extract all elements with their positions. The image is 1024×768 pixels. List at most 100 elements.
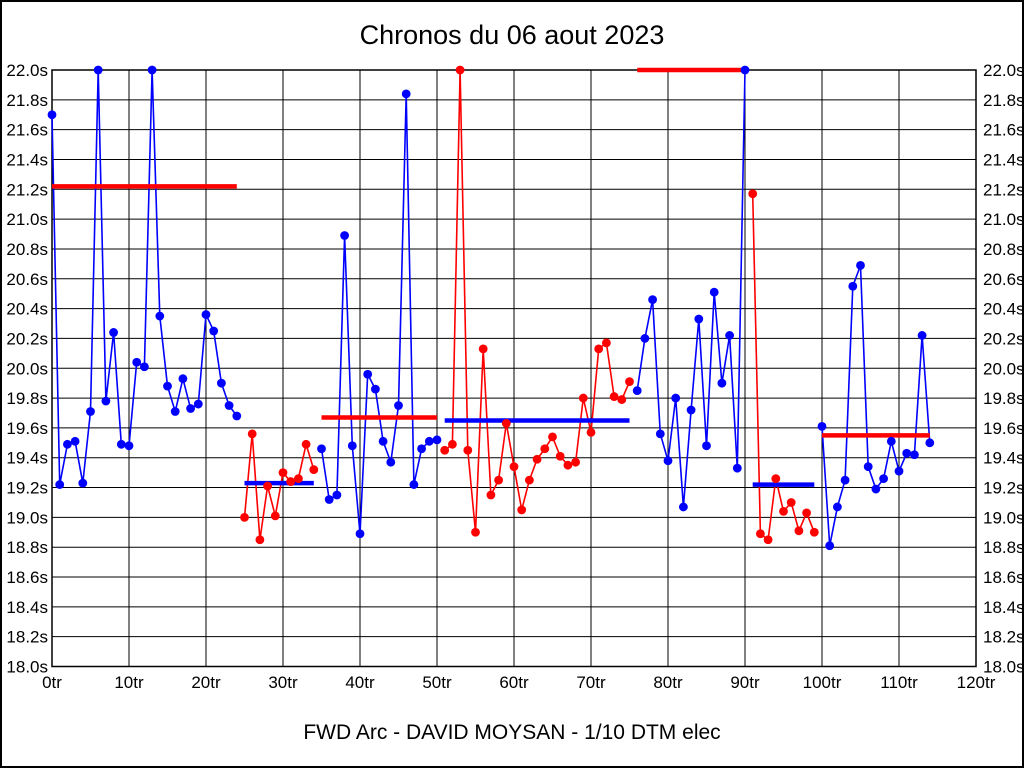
run-3-lap-marker bbox=[371, 384, 380, 394]
y-tick-label-right: 21.4s bbox=[983, 150, 1024, 169]
run-7-lap-marker bbox=[817, 422, 827, 431]
run-7-lap-marker bbox=[863, 462, 873, 472]
run-3-lap-marker bbox=[347, 441, 357, 451]
run-1-lap-marker bbox=[140, 362, 149, 372]
run-1-lap-marker bbox=[178, 374, 188, 384]
run-6-lap-marker bbox=[794, 526, 804, 536]
x-tick-label: 120tr bbox=[957, 673, 996, 692]
run-1-line bbox=[51, 69, 238, 485]
y-tick-label-left: 19.4s bbox=[6, 449, 48, 468]
y-tick-label-left: 20.6s bbox=[6, 270, 48, 289]
run-1-lap-marker bbox=[63, 439, 72, 449]
y-tick-label-right: 21.2s bbox=[983, 180, 1024, 199]
run-6-lap-marker bbox=[771, 474, 781, 484]
run-4-lap-marker bbox=[548, 432, 557, 442]
run-3-lap-marker bbox=[378, 436, 388, 446]
run-7-lap-marker bbox=[871, 484, 881, 494]
run-2-lap-marker bbox=[294, 474, 303, 484]
x-tick-label: 90tr bbox=[730, 673, 760, 692]
run-2-lap-marker bbox=[286, 477, 296, 486]
run-7-lap-marker bbox=[848, 281, 858, 291]
x-tick-label: 10tr bbox=[114, 673, 144, 692]
y-tick-label-right: 19.6s bbox=[983, 419, 1024, 438]
run-1-lap-marker bbox=[155, 311, 165, 321]
y-tick-label-right: 18.2s bbox=[983, 628, 1024, 647]
run-5-lap-marker bbox=[694, 314, 704, 324]
run-5-lap-marker bbox=[702, 441, 711, 451]
run-1-lap-marker bbox=[232, 411, 242, 421]
run-4-lap-marker bbox=[494, 475, 503, 485]
x-tick-label: 70tr bbox=[576, 673, 606, 692]
y-tick-label-right: 21.0s bbox=[983, 210, 1024, 229]
run-1-lap-marker bbox=[47, 110, 57, 120]
y-tick-label-right: 19.4s bbox=[983, 449, 1024, 468]
y-tick-label-left: 20.8s bbox=[6, 240, 48, 259]
x-tick-label: 100tr bbox=[803, 673, 842, 692]
run-1-lap-marker bbox=[217, 378, 226, 388]
chart-title: Chronos du 06 aout 2023 bbox=[359, 20, 665, 50]
run-2-lap-marker bbox=[270, 511, 280, 521]
run-3-lap-marker bbox=[317, 444, 326, 454]
y-tick-label-left: 18.8s bbox=[6, 538, 48, 557]
y-tick-label-right: 22.0s bbox=[983, 61, 1024, 80]
run-4-lap-marker bbox=[517, 505, 527, 515]
run-5-lap-marker bbox=[632, 386, 642, 396]
y-tick-label-left: 21.0s bbox=[6, 210, 48, 229]
run-5-lap-marker bbox=[648, 295, 657, 305]
run-7-lap-marker bbox=[902, 448, 912, 458]
run-5-lap-marker bbox=[725, 331, 734, 340]
run-2-lap-marker bbox=[255, 535, 265, 545]
run-6-lap-marker bbox=[802, 508, 811, 518]
run-5-lap-marker bbox=[732, 463, 742, 473]
y-tick-label-right: 19.8s bbox=[983, 389, 1024, 408]
run-4-lap-marker bbox=[440, 445, 450, 455]
x-tick-label: 40tr bbox=[345, 673, 375, 692]
run-2-line bbox=[243, 433, 315, 540]
run-3-lap-marker bbox=[332, 490, 342, 500]
run-1-lap-marker bbox=[186, 404, 196, 413]
run-5-lap-marker bbox=[679, 502, 688, 512]
run-6-lap-marker bbox=[809, 527, 819, 537]
y-tick-label-left: 19.6s bbox=[6, 419, 48, 438]
run-3-lap-marker bbox=[363, 369, 373, 379]
y-tick-label-right: 18.6s bbox=[983, 568, 1024, 587]
y-tick-label-right: 18.4s bbox=[983, 598, 1024, 617]
y-tick-label-left: 19.2s bbox=[6, 479, 48, 498]
run-3-lap-marker bbox=[340, 231, 349, 240]
run-5-lap-marker bbox=[671, 393, 681, 403]
y-tick-label-left: 20.4s bbox=[6, 300, 48, 319]
y-tick-label-right: 20.8s bbox=[983, 240, 1024, 259]
run-7-lap-marker bbox=[925, 438, 935, 448]
y-tick-label-left: 20.2s bbox=[6, 329, 48, 348]
run-4-lap-marker bbox=[471, 527, 480, 537]
run-2-lap-marker bbox=[278, 468, 288, 478]
run-3-lap-marker bbox=[424, 436, 434, 446]
y-tick-label-left: 19.0s bbox=[6, 508, 48, 527]
run-1-lap-marker bbox=[132, 357, 142, 367]
x-tick-label: 0tr bbox=[42, 673, 62, 692]
run-6-lap-marker bbox=[786, 498, 796, 507]
y-tick-label-right: 19.0s bbox=[983, 508, 1024, 527]
run-5-lap-marker bbox=[640, 334, 650, 343]
run-4-lap-marker bbox=[578, 393, 588, 403]
y-tick-label-right: 21.6s bbox=[983, 121, 1024, 140]
y-tick-label-left: 21.6s bbox=[6, 121, 48, 140]
y-tick-label-right: 21.8s bbox=[983, 91, 1024, 110]
run-4-lap-marker bbox=[586, 427, 596, 437]
run-1-lap-marker bbox=[93, 65, 103, 75]
run-5-lap-marker bbox=[655, 429, 665, 439]
run-7-lap-marker bbox=[886, 436, 896, 446]
run-4-lap-marker bbox=[463, 445, 473, 455]
run-5-lap-marker bbox=[686, 405, 696, 415]
y-tick-label-left: 21.4s bbox=[6, 150, 48, 169]
run-1-lap-marker bbox=[101, 396, 111, 406]
run-2-lap-marker bbox=[309, 465, 319, 475]
run-1-lap-marker bbox=[201, 310, 211, 319]
y-tick-label-left: 18.4s bbox=[6, 598, 48, 617]
run-4-lap-marker bbox=[571, 457, 580, 467]
y-tick-label-left: 18.2s bbox=[6, 628, 48, 647]
run-7-lap-marker bbox=[840, 475, 850, 485]
run-4-lap-marker bbox=[509, 462, 519, 472]
y-tick-label-right: 20.2s bbox=[983, 329, 1024, 348]
